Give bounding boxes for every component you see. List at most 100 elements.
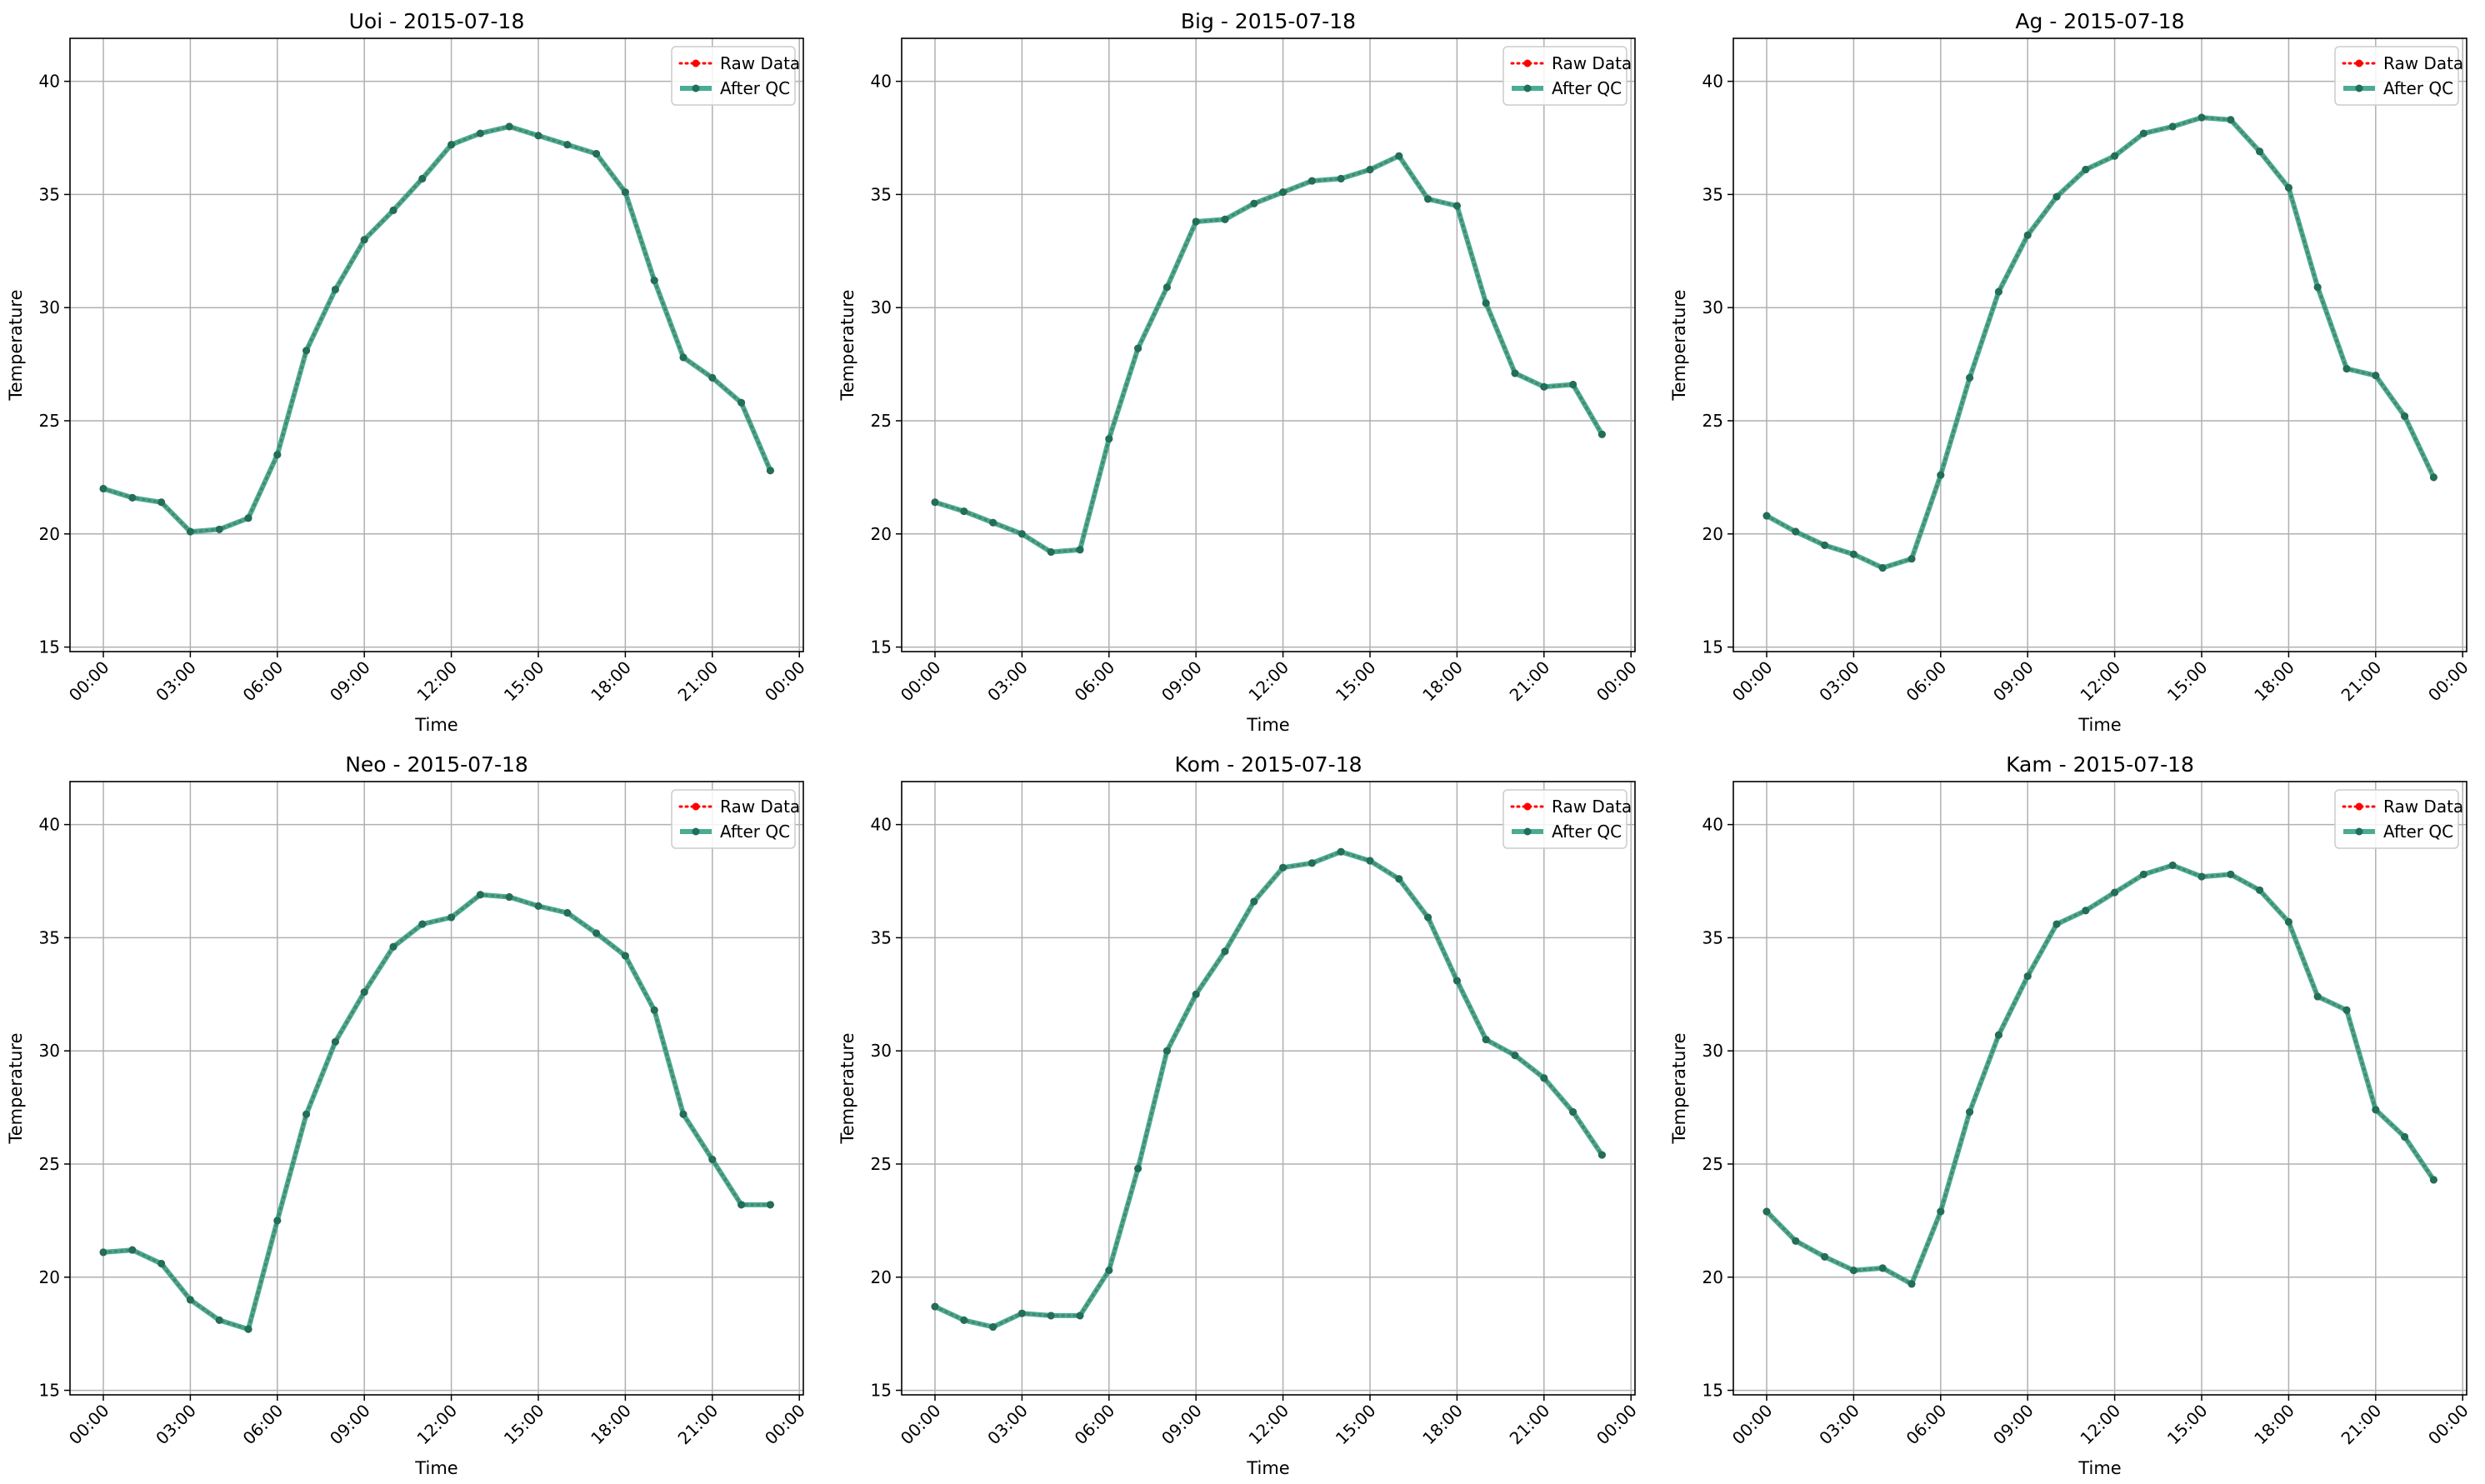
- x-tick-label: 03:00: [152, 657, 200, 706]
- x-tick-label: 15:00: [2163, 1401, 2212, 1449]
- after-qc-line: [1765, 115, 2437, 571]
- after-qc-point: [1279, 188, 1288, 197]
- after-qc-point: [1076, 546, 1084, 554]
- x-axis-label: Time: [2078, 715, 2121, 735]
- after-qc-point: [1192, 990, 1200, 998]
- after-qc-point: [2401, 1132, 2409, 1141]
- x-tick-label: 12:00: [2076, 1401, 2124, 1449]
- legend-raw-marker: [1523, 802, 1532, 811]
- y-axis-label: Temperature: [6, 289, 26, 401]
- after-qc-point: [1250, 199, 1258, 207]
- x-tick-label: 06:00: [239, 1401, 288, 1449]
- after-qc-point: [960, 1316, 968, 1324]
- after-qc-point: [1821, 541, 1829, 549]
- after-qc-point: [1105, 435, 1113, 443]
- after-qc-point: [331, 285, 339, 293]
- x-tick-label: 18:00: [587, 657, 635, 706]
- y-tick-label: 40: [39, 815, 60, 835]
- after-qc-point: [2313, 283, 2322, 292]
- after-qc-line: [102, 892, 771, 1332]
- x-tick-label: 03:00: [1815, 1401, 1863, 1449]
- after-qc-point: [2198, 872, 2206, 881]
- after-qc-point: [1540, 382, 1548, 391]
- y-tick-label: 40: [1702, 815, 1723, 835]
- x-tick-label: 06:00: [1902, 1401, 1951, 1449]
- after-qc-point: [186, 1296, 194, 1304]
- after-qc-point: [2342, 365, 2351, 373]
- legend-raw-label: Raw Data: [720, 53, 800, 73]
- after-qc-point: [1395, 152, 1403, 160]
- after-qc-point: [1792, 527, 1800, 536]
- after-qc-point: [1105, 1267, 1113, 1275]
- after-qc-point: [708, 1156, 717, 1164]
- after-qc-point: [360, 988, 368, 997]
- after-qc-point: [1337, 174, 1345, 182]
- y-axis-label: Temperature: [6, 1032, 26, 1144]
- after-qc-point: [1366, 857, 1374, 865]
- legend-raw-label: Raw Data: [720, 797, 800, 817]
- y-tick-label: 25: [39, 1154, 60, 1174]
- after-qc-point: [1994, 287, 2002, 296]
- after-qc-point: [563, 141, 572, 149]
- x-tick-label: 00:00: [897, 1401, 945, 1449]
- y-tick-label: 20: [871, 1267, 892, 1287]
- after-qc-point: [2429, 1176, 2438, 1184]
- x-tick-label: 09:00: [1158, 1401, 1206, 1449]
- after-qc-point: [1308, 859, 1316, 867]
- after-qc-point: [931, 1302, 939, 1311]
- y-tick-label: 30: [39, 297, 60, 317]
- y-tick-label: 35: [39, 184, 60, 204]
- y-axis-label: Temperature: [1669, 1032, 1689, 1144]
- x-tick-label: 09:00: [1989, 1401, 2038, 1449]
- after-qc-point: [1482, 1036, 1490, 1044]
- after-qc-point: [679, 1110, 688, 1118]
- after-qc-point: [1337, 847, 1345, 856]
- after-qc-point: [2372, 372, 2380, 380]
- y-tick-label: 15: [39, 1381, 60, 1401]
- y-tick-label: 35: [1702, 927, 1723, 947]
- y-tick-label: 15: [871, 1381, 892, 1401]
- after-qc-point: [244, 1325, 252, 1333]
- x-tick-label: 03:00: [983, 1401, 1032, 1449]
- after-qc-point: [650, 277, 658, 285]
- legend-qc-label: After QC: [2383, 822, 2453, 842]
- x-tick-label: 09:00: [1158, 657, 1206, 706]
- x-tick-label: 06:00: [1902, 657, 1951, 706]
- after-qc-point: [960, 507, 968, 516]
- after-qc-point: [1366, 166, 1374, 174]
- subplot-title: Kam - 2015-07-18: [2006, 752, 2194, 777]
- y-tick-label: 25: [1702, 411, 1723, 431]
- raw-data-line: [1765, 116, 2435, 570]
- after-qc-point: [989, 1323, 998, 1332]
- after-qc-point: [563, 909, 572, 917]
- x-tick-label: 18:00: [1418, 1401, 1467, 1449]
- legend-qc-label: After QC: [1552, 78, 1622, 98]
- x-axis-label: Time: [1246, 1458, 1289, 1478]
- after-qc-point: [1762, 1207, 1771, 1216]
- x-axis-label: Time: [414, 715, 458, 735]
- after-qc-point: [2111, 152, 2119, 160]
- x-tick-label: 00:00: [2424, 657, 2472, 706]
- x-tick-label: 18:00: [2250, 657, 2298, 706]
- after-qc-point: [215, 1316, 223, 1324]
- x-tick-label: 21:00: [674, 1401, 722, 1449]
- after-qc-point: [2284, 183, 2292, 192]
- axes-frame: [1732, 37, 2468, 652]
- y-tick-label: 40: [871, 72, 892, 92]
- x-tick-label: 21:00: [2338, 1401, 2386, 1449]
- y-tick-label: 40: [1702, 72, 1723, 92]
- after-qc-point: [1849, 1267, 1858, 1275]
- subplot-6: 15 20 25 30 35 40 00:00 03:00 06:00 09:00 12:00 15:…: [1669, 752, 2472, 1478]
- after-qc-point: [2023, 972, 2032, 981]
- x-tick-label: 06:00: [239, 657, 288, 706]
- after-qc-point: [1162, 1047, 1171, 1055]
- after-qc-point: [534, 132, 542, 140]
- after-qc-point: [1511, 369, 1519, 377]
- x-tick-label: 21:00: [674, 657, 722, 706]
- after-qc-point: [1966, 1108, 1974, 1117]
- after-qc-point: [1994, 1031, 2002, 1039]
- y-tick-label: 30: [1702, 297, 1723, 317]
- x-tick-label: 00:00: [761, 1401, 809, 1449]
- y-tick-label: 40: [39, 72, 60, 92]
